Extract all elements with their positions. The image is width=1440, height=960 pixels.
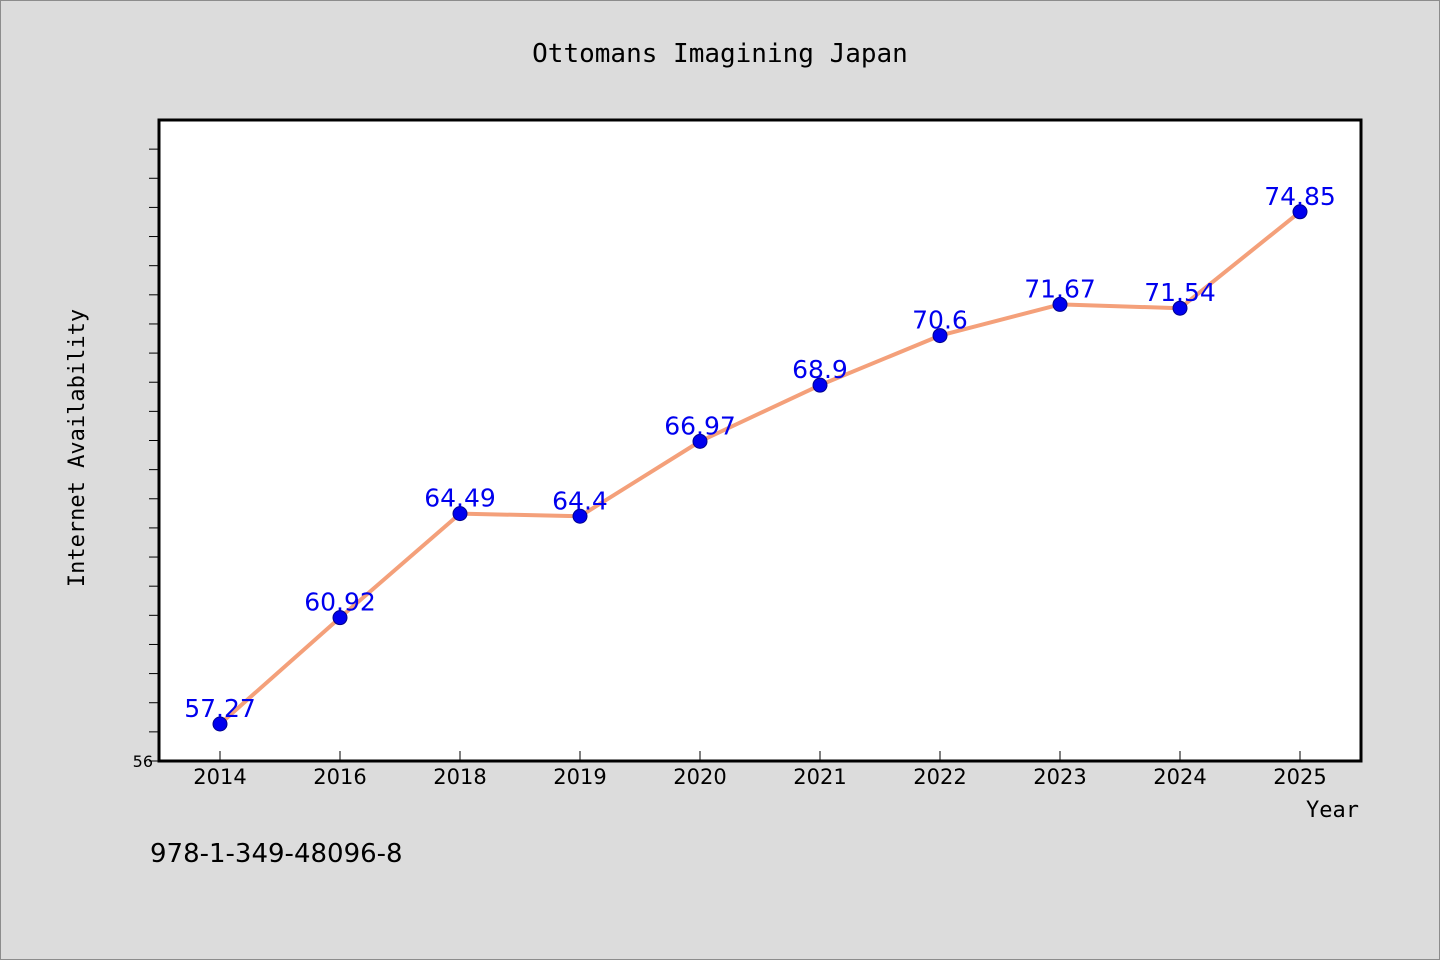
data-label: 64.4 <box>552 486 608 515</box>
x-tick-label: 2020 <box>673 765 726 789</box>
x-tick-label: 2024 <box>1153 765 1206 789</box>
data-label: 64.49 <box>424 484 496 513</box>
data-label: 68.9 <box>792 355 848 384</box>
data-point-marker <box>332 610 348 626</box>
data-label: 60.92 <box>304 588 376 617</box>
plot-area <box>157 118 1363 763</box>
x-tick-label: 2019 <box>553 765 606 789</box>
y-tick-label: 56 <box>133 752 153 771</box>
footnote-isbn: 978-1-349-48096-8 <box>150 839 403 869</box>
data-point-marker <box>1052 296 1068 312</box>
y-axis-label: Internet Availability <box>65 309 90 587</box>
series-line <box>218 209 1302 726</box>
data-label: 70.6 <box>912 306 968 335</box>
x-axis-label: Year <box>1306 798 1359 823</box>
x-axis-ticks: 2014 2016 2018 2019 2020 2021 2022 2023 2024 2025 <box>193 751 1327 789</box>
data-labels: 57.27 60.92 64.49 64.4 66.97 68.9 70.6 71.67 71.… <box>184 182 1336 723</box>
series-line-group <box>218 209 1302 726</box>
x-tick-label: 2021 <box>793 765 846 789</box>
x-tick-label: 2018 <box>433 765 486 789</box>
data-label: 71.67 <box>1024 274 1096 303</box>
y-axis-ticks: 56 <box>133 148 159 771</box>
chart-title: Ottomans Imagining Japan <box>532 39 908 69</box>
data-point-marker <box>572 508 588 524</box>
data-label: 74.85 <box>1264 182 1336 211</box>
data-label: 71.54 <box>1144 278 1216 307</box>
data-point-marker <box>692 433 708 449</box>
data-label: 66.97 <box>664 411 736 440</box>
data-point-marker <box>1292 204 1308 220</box>
x-tick-label: 2023 <box>1033 765 1086 789</box>
x-tick-label: 2022 <box>913 765 966 789</box>
x-tick-label: 2025 <box>1273 765 1326 789</box>
x-tick-label: 2014 <box>193 765 246 789</box>
data-markers <box>212 204 1308 732</box>
data-point-marker <box>932 328 948 344</box>
data-point-marker <box>1172 300 1188 316</box>
data-label: 57.27 <box>184 694 256 723</box>
data-point-marker <box>812 377 828 393</box>
x-tick-label: 2016 <box>313 765 366 789</box>
data-point-marker <box>212 716 228 732</box>
data-point-marker <box>452 506 468 522</box>
